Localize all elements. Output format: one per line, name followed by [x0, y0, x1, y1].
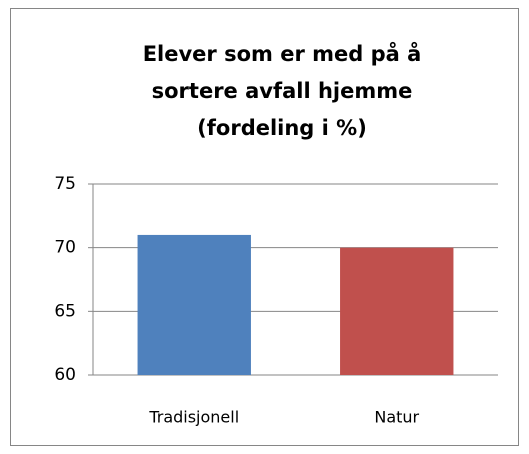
y-tick-label: 65: [54, 301, 76, 321]
bar: [137, 234, 251, 375]
chart-title: (fordeling i %): [197, 116, 367, 140]
y-tick-label: 75: [54, 174, 76, 194]
chart-title: Elever som er med på å: [143, 41, 422, 66]
x-tick-label: Natur: [374, 408, 419, 427]
x-tick-label: Tradisjonell: [148, 408, 239, 427]
bar: [340, 247, 454, 375]
y-tick-label: 70: [54, 238, 76, 258]
chart-title: sortere avfall hjemme: [152, 79, 413, 103]
y-tick-label: 60: [54, 365, 76, 385]
chart-border: [10, 8, 519, 446]
